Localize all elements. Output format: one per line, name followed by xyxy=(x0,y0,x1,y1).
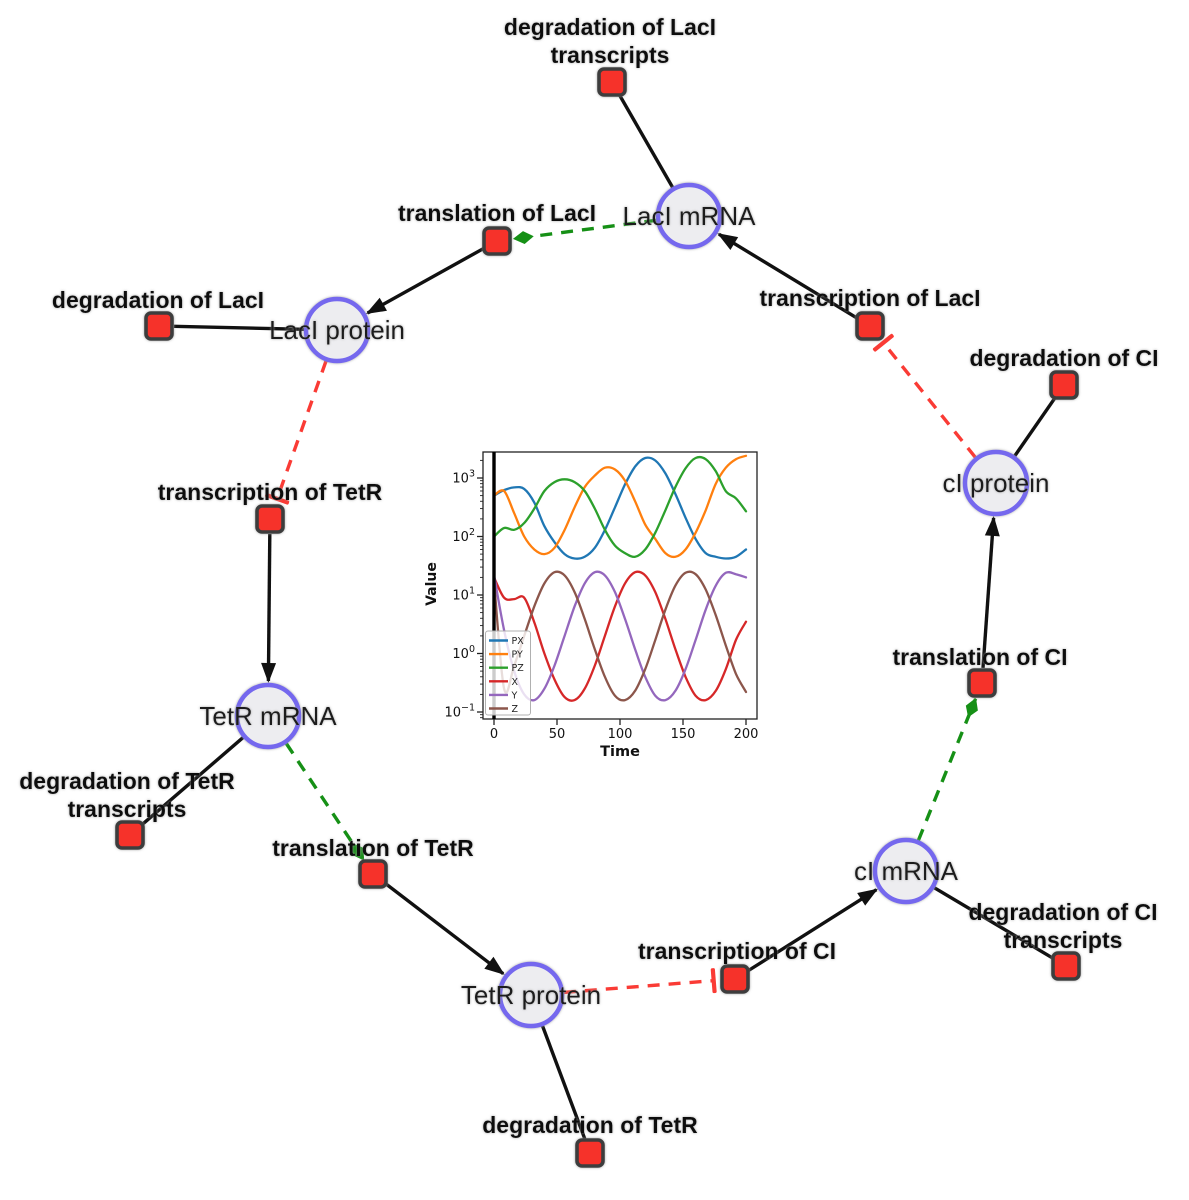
reaction-label-deg_laci: degradation of LacI xyxy=(52,287,264,313)
edge-reactant-ci_mrna-deg_ci_tx xyxy=(933,886,1054,960)
edge-modifier-tetr_mrna-transl_tetr xyxy=(284,742,366,861)
y-tick-label: 10−1 xyxy=(444,703,475,721)
y-tick-label: 101 xyxy=(452,586,475,604)
edge-inhibitor-ci_prot-tx_laci xyxy=(872,333,977,459)
reaction-node-deg_ci xyxy=(1049,370,1079,400)
y-axis: 10−1 100 101 102 103 Value xyxy=(424,459,483,721)
species-node-laci_prot xyxy=(303,296,371,364)
reaction-node-deg_tetr_tx xyxy=(115,820,145,850)
series-line-Y xyxy=(492,570,748,702)
reaction-label-tx_laci: transcription of LacI xyxy=(759,285,980,311)
reaction-node-tx_tetr xyxy=(255,504,285,534)
y-tick-label: 103 xyxy=(452,469,475,487)
reaction-node-deg_laci_tx xyxy=(597,67,627,97)
reaction-label-transl_laci: translation of LacI xyxy=(398,200,596,226)
edge-inhibitor-tetr_prot-tx_ci xyxy=(563,968,717,995)
species-node-ci_mrna xyxy=(872,837,940,905)
edge-product-tx_laci-laci_mrna xyxy=(717,232,859,320)
edge-product-transl_ci-ci_prot xyxy=(981,515,1000,669)
x-axis: 0 50 100 150 200 Time xyxy=(490,719,759,760)
species-label-laci_mrna: LacI mRNA xyxy=(623,201,757,231)
timeseries-plot: 0 50 100 150 200Time10−1100101102103ValuePXP… xyxy=(424,451,759,760)
edge-product-transl_tetr-tetr_prot xyxy=(383,881,505,976)
edge-modifier-ci_mrna-transl_ci xyxy=(916,697,978,842)
reaction-node-transl_laci xyxy=(482,226,512,256)
x-tick-label: 50 xyxy=(549,727,566,742)
edge-reactant-laci_mrna-deg_laci_tx xyxy=(618,94,675,189)
y-axis-title: Value xyxy=(424,562,440,606)
edge-reactant-tetr_prot-deg_tetr xyxy=(540,1025,587,1140)
edge-inhibitor-laci_prot-tx_tetr xyxy=(265,360,328,505)
reaction-label-tx_ci: transcription of CI xyxy=(638,938,836,964)
species-label-tetr_mrna: TetR mRNA xyxy=(199,701,337,731)
x-tick-label: 0 xyxy=(490,727,498,742)
label-layer: degradation of LacI transcripts translatio… xyxy=(19,14,1158,1138)
series-line-PY xyxy=(492,454,748,559)
y-tick-label: 102 xyxy=(452,527,475,545)
y-tick-label: 100 xyxy=(452,644,475,662)
species-label-tetr_prot: TetR protein xyxy=(461,980,601,1010)
edge-product-tx_ci-ci_mrna xyxy=(746,888,879,973)
series-line-X xyxy=(492,570,748,702)
reaction-label-deg_ci: degradation of CI xyxy=(969,345,1158,371)
reaction-label-deg_laci_tx: degradation of LacI transcripts xyxy=(504,14,716,68)
edge-reactant-ci_prot-deg_ci xyxy=(1013,396,1057,457)
species-label-laci_prot: LacI protein xyxy=(269,315,405,345)
reaction-node-deg_ci_tx xyxy=(1051,951,1081,981)
x-tick-label: 200 xyxy=(734,727,759,742)
reaction-node-tx_laci xyxy=(855,311,885,341)
legend: PX PY PZ XYZ xyxy=(485,630,531,716)
reaction-label-deg_tetr_tx: degradation of TetR transcripts xyxy=(19,768,235,822)
edge-modifier-laci_mrna-transl_laci xyxy=(512,218,657,244)
species-node-tetr_prot xyxy=(497,961,565,1029)
legend-label-PX: PX xyxy=(512,636,525,647)
series-line-PZ xyxy=(492,455,748,559)
legend-label-X: X xyxy=(512,677,519,688)
edge-product-transl_laci-laci_prot xyxy=(365,246,485,315)
reaction-label-tx_tetr: transcription of TetR xyxy=(158,479,383,505)
reaction-node-tx_ci xyxy=(720,964,750,994)
x-tick-label: 100 xyxy=(608,727,633,742)
series-line-Z xyxy=(492,570,748,702)
x-axis-title: Time xyxy=(600,744,640,760)
species-label-ci_prot: cI protein xyxy=(943,468,1050,498)
legend-label-Z: Z xyxy=(512,704,519,715)
edge-product-tx_tetr-tetr_mrna xyxy=(261,533,277,683)
reaction-node-deg_tetr xyxy=(575,1138,605,1168)
edge-reactant-tetr_mrna-deg_tetr_tx xyxy=(140,736,245,827)
legend-label-PZ: PZ xyxy=(512,663,525,674)
legend-box xyxy=(485,630,531,716)
edge-layer xyxy=(140,94,1057,1140)
node-layer xyxy=(115,67,1081,1168)
reaction-node-transl_tetr xyxy=(358,859,388,889)
reaction-label-deg_ci_tx: degradation of CI transcripts xyxy=(968,899,1157,953)
reaction-node-transl_ci xyxy=(967,668,997,698)
species-node-tetr_mrna xyxy=(234,682,302,750)
reaction-label-deg_tetr: degradation of TetR xyxy=(482,1112,698,1138)
reaction-label-transl_ci: translation of CI xyxy=(892,644,1067,670)
species-node-ci_prot xyxy=(962,449,1030,517)
legend-label-PY: PY xyxy=(512,650,524,661)
edge-reactant-laci_prot-deg_laci xyxy=(173,324,305,331)
species-label-ci_mrna: cI mRNA xyxy=(854,856,959,886)
reaction-node-deg_laci xyxy=(144,311,174,341)
species-node-laci_mrna xyxy=(655,182,723,250)
series-layer xyxy=(492,454,748,702)
reaction-label-transl_tetr: translation of TetR xyxy=(272,835,474,861)
x-tick-label: 150 xyxy=(671,727,696,742)
legend-label-Y: Y xyxy=(511,690,518,701)
series-line-PX xyxy=(492,456,748,560)
